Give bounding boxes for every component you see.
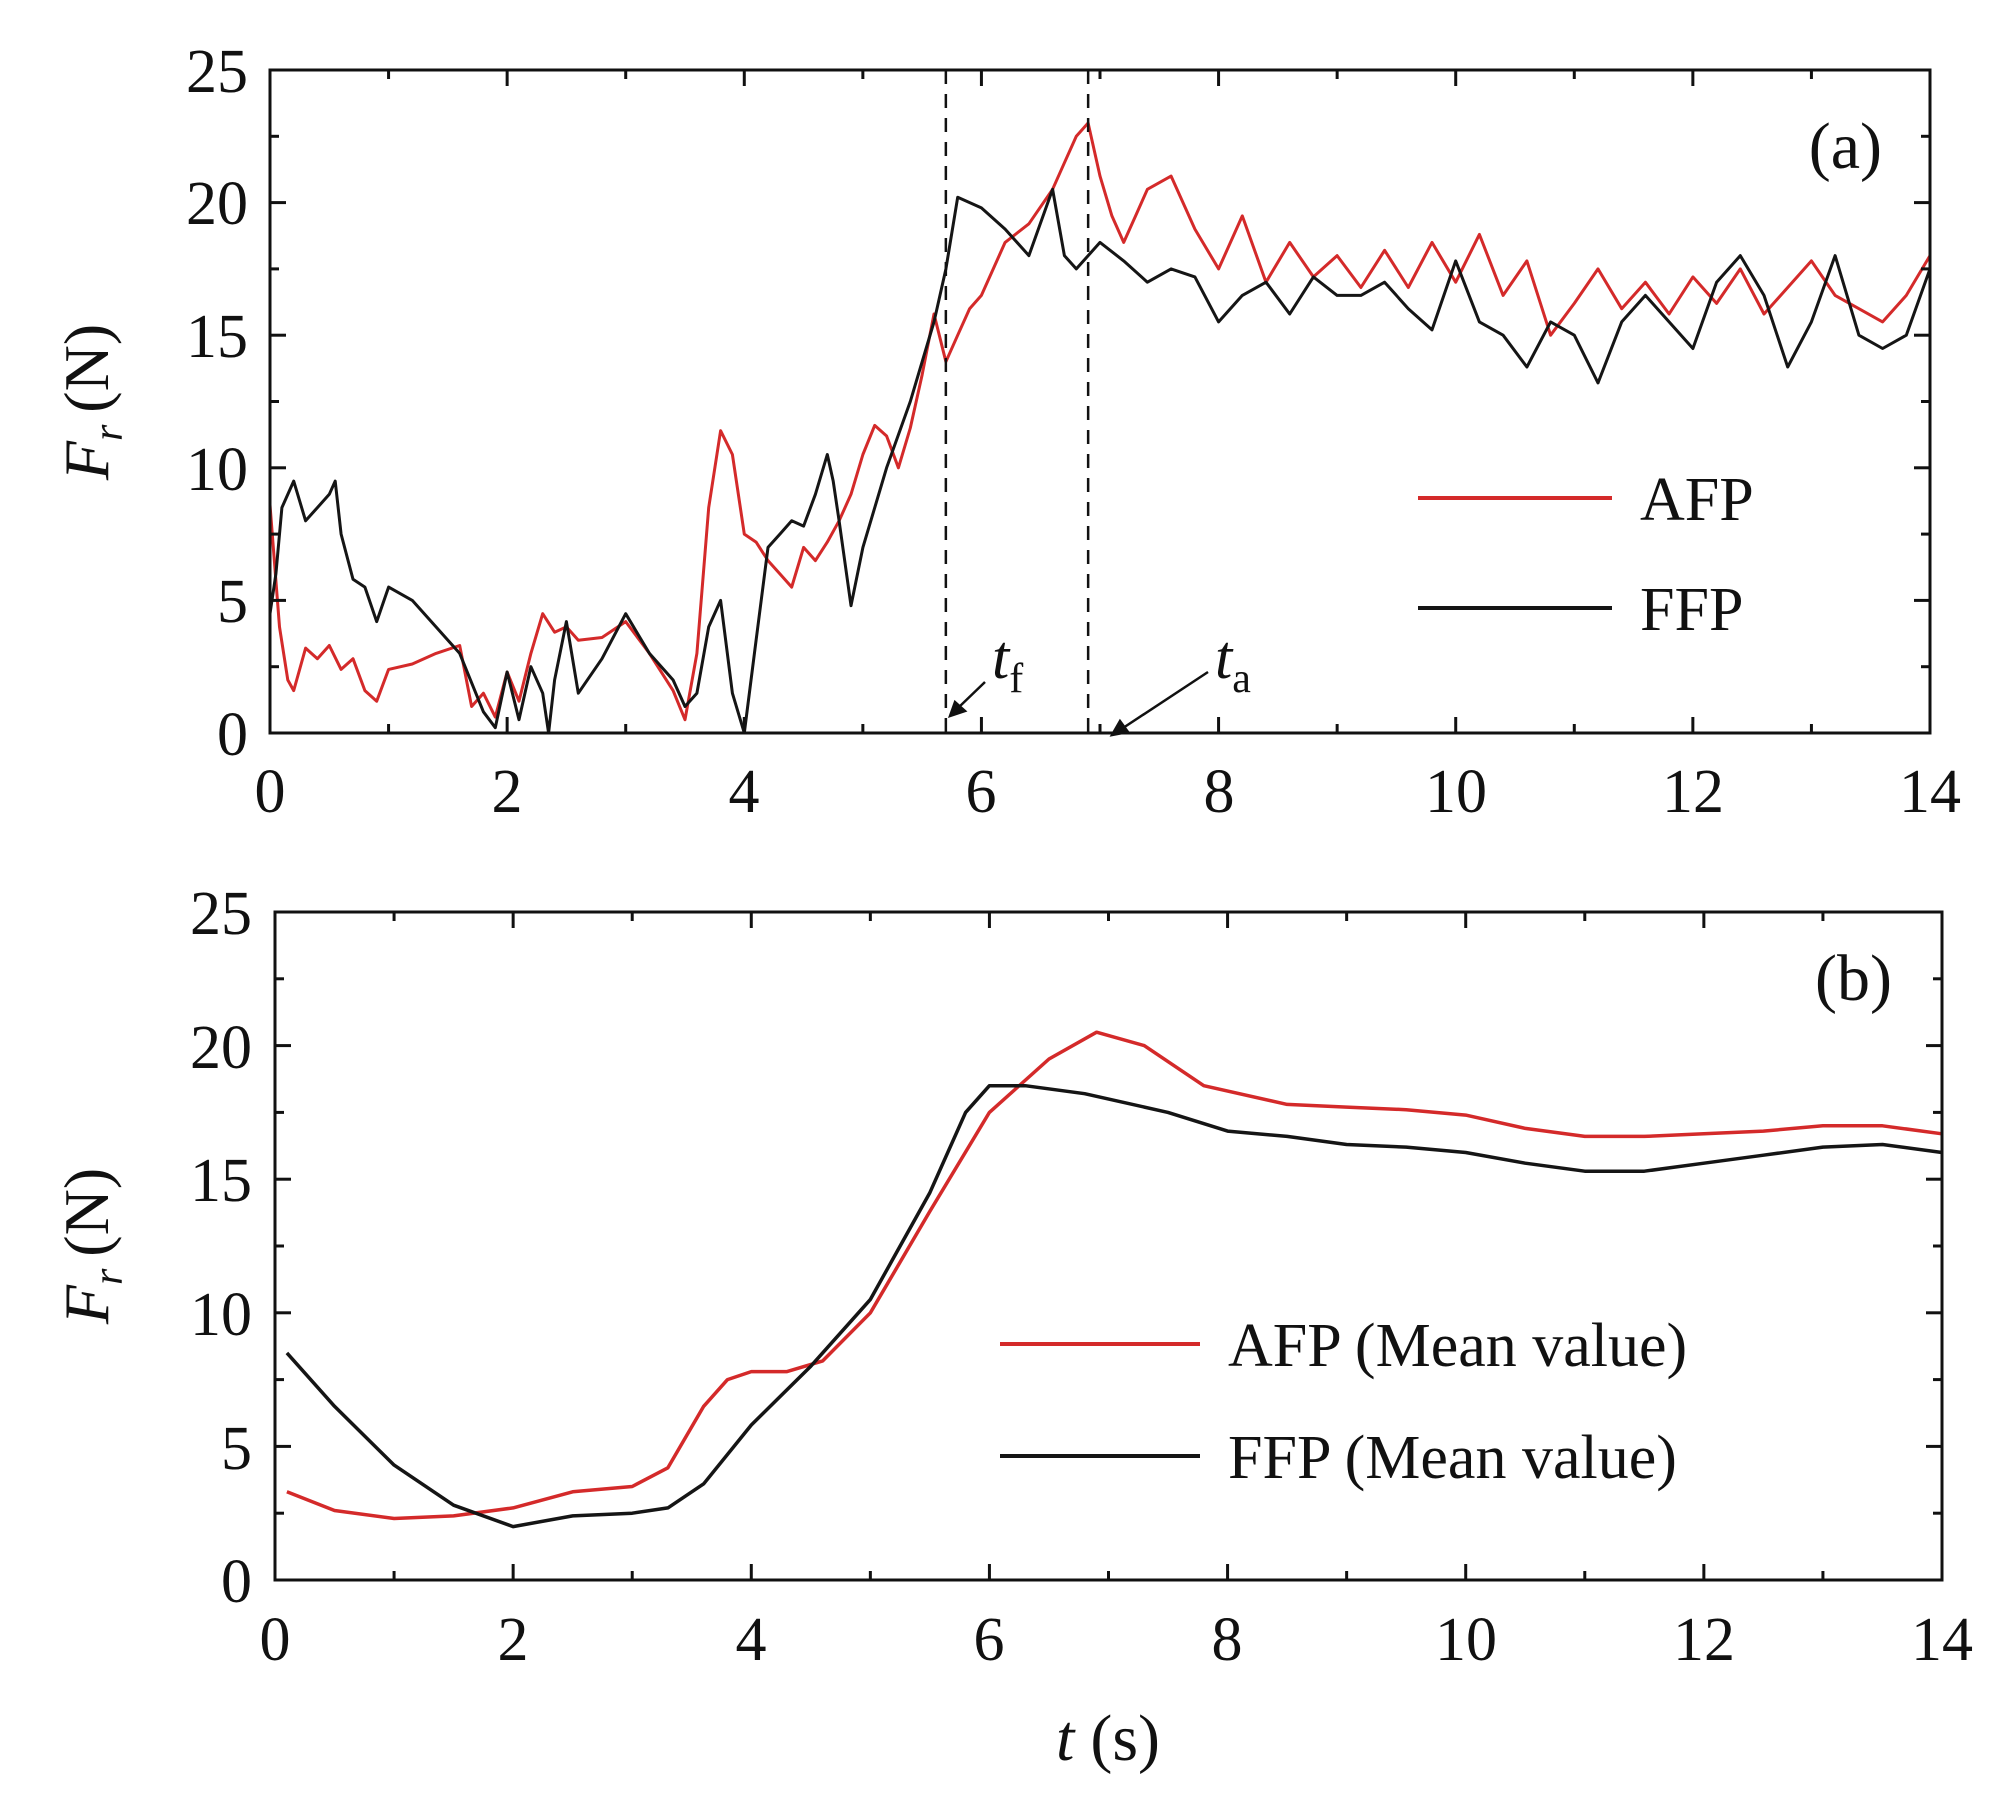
panel-b: 0 5 10 15 20 25 0 2 4 6 8 10 12 14 Fr(N)…	[51, 880, 1973, 1775]
panel-b-series	[285, 1030, 1943, 1529]
legend-label-afp-mean: AFP (Mean value)	[1228, 1312, 1687, 1380]
panel-a-xtick-label: 10	[1425, 758, 1487, 826]
panel-b-ytick-label: 0	[221, 1548, 252, 1616]
panel-a-xtick-label: 2	[492, 758, 523, 826]
panel-a-x-tick-labels: 0 2 4 6 8 10 12 14	[255, 758, 1962, 826]
panel-b-xtick-label: 6	[974, 1606, 1005, 1674]
panel-b-ytick-label: 15	[190, 1147, 252, 1215]
panel-a-ytick-label: 25	[186, 38, 248, 106]
panel-a-ytick-label: 20	[186, 170, 248, 238]
series-line-afp	[286, 1030, 1943, 1521]
panel-a-series	[268, 121, 1932, 735]
panel-b-x-tick-labels: 0 2 4 6 8 10 12 14	[260, 1606, 1974, 1674]
panel-a-xtick-label: 0	[255, 758, 286, 826]
panel-a-ytick-label: 10	[186, 436, 248, 504]
panel-b-y-tick-labels: 0 5 10 15 20 25	[190, 880, 252, 1616]
panel-a-ytick-label: 5	[217, 568, 248, 636]
panel-b-xtick-label: 14	[1911, 1606, 1973, 1674]
panel-b-y-axis-label: Fr(N)	[51, 1168, 132, 1325]
legend-label-afp: AFP	[1640, 466, 1754, 534]
panel-b-xtick-label: 4	[736, 1606, 767, 1674]
panel-b-xtick-label: 10	[1435, 1606, 1497, 1674]
panel-b-ytick-label: 5	[221, 1415, 252, 1483]
series-line-ffp	[285, 1083, 1943, 1529]
panel-b-xtick-label: 12	[1673, 1606, 1735, 1674]
panel-a-ytick-label: 15	[186, 303, 248, 371]
annotation-arrow-ta	[1109, 670, 1209, 737]
panel-a-label: (a)	[1809, 110, 1882, 183]
panel-b-xtick-label: 0	[260, 1606, 291, 1674]
panel-b-label: (b)	[1815, 942, 1892, 1015]
panel-b-legend: AFP (Mean value) FFP (Mean value)	[1000, 1312, 1687, 1492]
panel-a-xtick-label: 12	[1662, 758, 1724, 826]
panel-b-xtick-label: 8	[1212, 1606, 1243, 1674]
series-line-afp	[268, 121, 1932, 722]
series-line-ffp	[268, 187, 1932, 735]
panel-b-ytick-label: 20	[190, 1014, 252, 1082]
panel-a-y-axis-label: Fr(N)	[51, 324, 132, 481]
panel-a-y-tick-labels: 0 5 10 15 20 25	[186, 38, 248, 769]
panel-b-x-axis-label: t (s)	[1056, 1702, 1160, 1775]
panel-a-xtick-label: 4	[729, 758, 760, 826]
panel-b-plot-frame	[273, 910, 1944, 1582]
panel-b-ticks	[273, 910, 1944, 1582]
panel-a-xtick-label: 6	[966, 758, 997, 826]
panel-a-xtick-label: 14	[1899, 758, 1961, 826]
panel-a-xtick-label: 8	[1204, 758, 1235, 826]
panel-a: 0 5 10 15 20 25 0 2 4 6 8 10 12 14 Fr(N)…	[51, 38, 1961, 826]
legend-label-ffp: FFP	[1640, 576, 1743, 644]
legend-label-ffp-mean: FFP (Mean value)	[1228, 1424, 1677, 1492]
panel-a-annotation-lines	[944, 70, 1090, 733]
annotation-label-ta: ta	[1215, 624, 1251, 702]
panel-b-ytick-label: 10	[190, 1281, 252, 1349]
panel-a-legend: AFP FFP	[1418, 466, 1754, 644]
annotation-label-tf: tf	[992, 624, 1023, 702]
panel-a-ytick-label: 0	[217, 701, 248, 769]
panel-b-ytick-label: 25	[190, 880, 252, 948]
panel-a-ticks	[268, 68, 1932, 735]
panel-b-xtick-label: 2	[498, 1606, 529, 1674]
annotation-arrow-tf	[947, 681, 986, 718]
